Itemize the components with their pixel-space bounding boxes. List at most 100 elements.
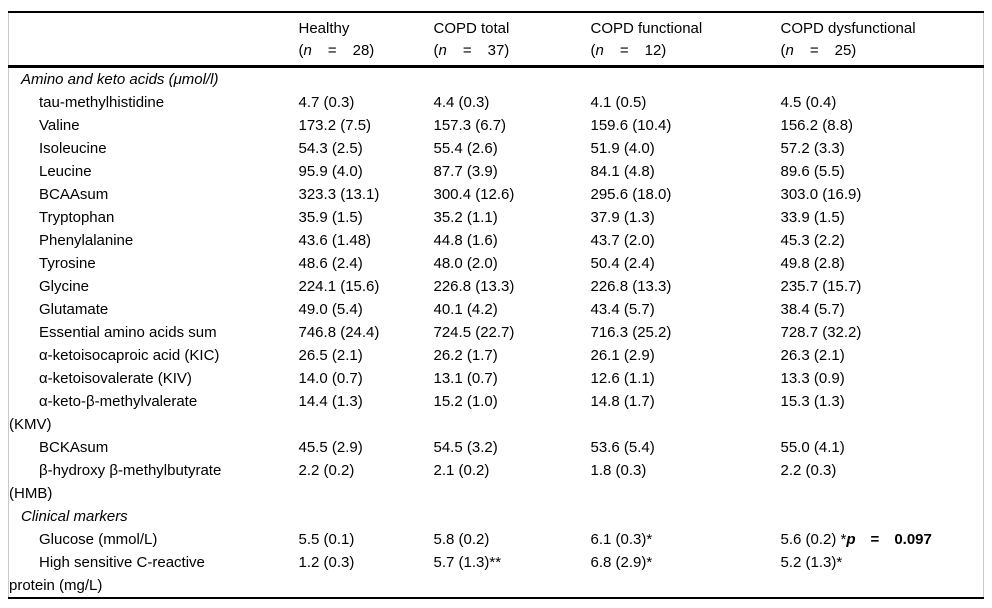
paren-open: (: [780, 42, 786, 59]
table-row: Valine 173.2 (7.5) 157.3 (6.7) 159.6 (10.4)…: [9, 114, 984, 137]
cell-value: 173.2 (7.5): [298, 117, 372, 134]
row-label: Glutamate: [39, 301, 109, 318]
cell-value: 26.1 (2.9): [590, 347, 655, 364]
cell-value: 49.8 (2.8): [780, 255, 845, 272]
equals-sign: =: [327, 42, 337, 59]
cell-value: 26.3 (2.1): [780, 347, 845, 364]
table-row: Isoleucine 54.3 (2.5) 55.4 (2.6) 51.9 (4.0)…: [9, 137, 984, 160]
row-label: α-ketoisovalerate (KIV): [39, 370, 192, 387]
cell-value: 89.6 (5.5): [780, 163, 845, 180]
column-title: COPD functional: [590, 20, 703, 37]
cell-value: 2.2 (0.3): [780, 462, 837, 479]
cell-value: 4.5 (0.4): [780, 94, 837, 111]
cell-value: 54.5 (3.2): [433, 439, 498, 456]
column-title: COPD dysfunctional: [780, 20, 916, 37]
row-label: Glucose (mmol/L): [39, 531, 158, 548]
cell-value: 4.4 (0.3): [433, 94, 490, 111]
cell-value: 5.6 (0.2) *p = 0.097: [780, 531, 932, 548]
metabolite-table: Healthy (n = 28) COPD total (n = 37) COPD fu…: [8, 11, 984, 599]
table-row: α-keto-β-methylvalerate (KMV) 14.4 (1.3) 15…: [9, 390, 984, 436]
cell-value: 12.6 (1.1): [590, 370, 655, 387]
column-title: COPD total: [433, 20, 510, 37]
header-col-copd-functional: COPD functional (n = 12): [590, 12, 781, 68]
cell-value: 54.3 (2.5): [298, 140, 363, 157]
row-label: Isoleucine: [39, 140, 107, 157]
cell-value: 35.2 (1.1): [433, 209, 498, 226]
cell-value: 55.0 (4.1): [780, 439, 845, 456]
cell-value: 728.7 (32.2): [780, 324, 862, 341]
row-label: α-keto-β-methylvalerate (KMV): [9, 393, 198, 433]
cell-value: 159.6 (10.4): [590, 117, 672, 134]
cell-value: 26.5 (2.1): [298, 347, 363, 364]
cell-value: 4.1 (0.5): [590, 94, 647, 111]
cell-value: 2.1 (0.2): [433, 462, 490, 479]
cell-value: 48.0 (2.0): [433, 255, 498, 272]
cell-value: 14.8 (1.7): [590, 393, 655, 410]
cell-value: 84.1 (4.8): [590, 163, 655, 180]
section-row: Amino and keto acids (μmol/l): [9, 67, 984, 92]
row-label: Glycine: [39, 278, 90, 295]
cell-value: 156.2 (8.8): [780, 117, 854, 134]
cell-value: 13.1 (0.7): [433, 370, 498, 387]
cell-value: 57.2 (3.3): [780, 140, 845, 157]
column-title: Healthy: [298, 20, 350, 37]
section-label: Amino and keto acids (μmol/l): [21, 71, 219, 88]
cell-value: 716.3 (25.2): [590, 324, 672, 341]
n-count: 25): [834, 42, 857, 59]
table-row: β-hydroxy β-methylbutyrate (HMB) 2.2 (0.2)…: [9, 459, 984, 505]
cell-value: 1.2 (0.3): [298, 554, 355, 571]
cell-value: 50.4 (2.4): [590, 255, 655, 272]
cell-value: 303.0 (16.9): [780, 186, 862, 203]
cell-value: 157.3 (6.7): [433, 117, 507, 134]
n-count: 12): [644, 42, 667, 59]
table-row: Essential amino acids sum 746.8 (24.4) 724…: [9, 321, 984, 344]
cell-value: 5.7 (1.3)**: [433, 554, 502, 571]
row-label: High sensitive C-reactive protein (mg/L): [9, 554, 205, 594]
cell-value: 43.7 (2.0): [590, 232, 655, 249]
n-symbol: n: [785, 42, 794, 59]
table-row: Glutamate 49.0 (5.4) 40.1 (4.2) 43.4 (5.7) 3…: [9, 298, 984, 321]
cell-value: 14.4 (1.3): [298, 393, 363, 410]
cell-value: 724.5 (22.7): [433, 324, 515, 341]
cell-value: 2.2 (0.2): [298, 462, 355, 479]
cell-value: 226.8 (13.3): [433, 278, 515, 295]
column-n-line: (n = 28): [299, 42, 375, 59]
row-label: BCAAsum: [39, 186, 109, 203]
header-col-copd-total: COPD total (n = 37): [433, 12, 591, 68]
cell-value: 53.6 (5.4): [590, 439, 655, 456]
row-label: α-ketoisocaproic acid (KIC): [39, 347, 220, 364]
section-label: Clinical markers: [21, 508, 128, 525]
table-row: High sensitive C-reactive protein (mg/L) 1…: [9, 551, 984, 598]
cell-value: 6.1 (0.3)*: [590, 531, 653, 548]
column-n-line: (n = 37): [434, 42, 510, 59]
n-count: 37): [487, 42, 510, 59]
n-count: 28): [352, 42, 375, 59]
row-label: Tyrosine: [39, 255, 96, 272]
paren-open: (: [298, 42, 304, 59]
header-col-healthy: Healthy (n = 28): [298, 12, 434, 68]
row-label: Phenylalanine: [39, 232, 134, 249]
cell-value: 323.3 (13.1): [298, 186, 380, 203]
cell-value: 43.4 (5.7): [590, 301, 655, 318]
table-row: Leucine 95.9 (4.0) 87.7 (3.9) 84.1 (4.8) 89.…: [9, 160, 984, 183]
table-row: BCAAsum 323.3 (13.1) 300.4 (12.6) 295.6 (18…: [9, 183, 984, 206]
paren-open: (: [433, 42, 439, 59]
cell-value: 35.9 (1.5): [298, 209, 363, 226]
cell-value: 37.9 (1.3): [590, 209, 655, 226]
cell-value: 95.9 (4.0): [298, 163, 363, 180]
equals-sign: =: [619, 42, 629, 59]
row-label: tau-methylhistidine: [39, 94, 165, 111]
cell-value: 6.8 (2.9)*: [590, 554, 653, 571]
row-label: Leucine: [39, 163, 92, 180]
cell-value: 5.5 (0.1): [298, 531, 355, 548]
table-row: Glycine 224.1 (15.6) 226.8 (13.3) 226.8 (13…: [9, 275, 984, 298]
cell-value: 33.9 (1.5): [780, 209, 845, 226]
n-symbol: n: [438, 42, 447, 59]
n-symbol: n: [595, 42, 604, 59]
cell-value: 44.8 (1.6): [433, 232, 498, 249]
table-row: Phenylalanine 43.6 (1.48) 44.8 (1.6) 43.7 (…: [9, 229, 984, 252]
cell-value: 87.7 (3.9): [433, 163, 498, 180]
table-row: α-ketoisocaproic acid (KIC) 26.5 (2.1) 26.…: [9, 344, 984, 367]
table-row: Tryptophan 35.9 (1.5) 35.2 (1.1) 37.9 (1.3)…: [9, 206, 984, 229]
cell-value: 15.2 (1.0): [433, 393, 498, 410]
